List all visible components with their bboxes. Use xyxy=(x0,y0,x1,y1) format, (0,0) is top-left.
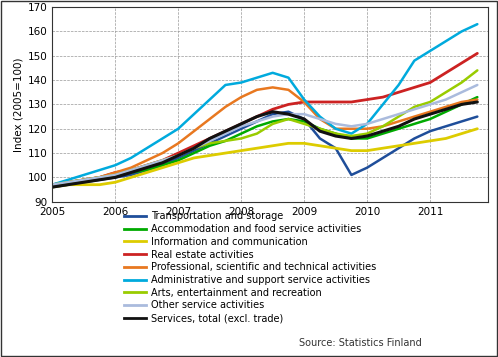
Legend: Transportation and storage, Accommodation and food service activities, Informati: Transportation and storage, Accommodatio… xyxy=(124,211,376,323)
Y-axis label: Index (2005=100): Index (2005=100) xyxy=(13,57,23,152)
Text: Source: Statistics Finland: Source: Statistics Finland xyxy=(299,338,421,348)
